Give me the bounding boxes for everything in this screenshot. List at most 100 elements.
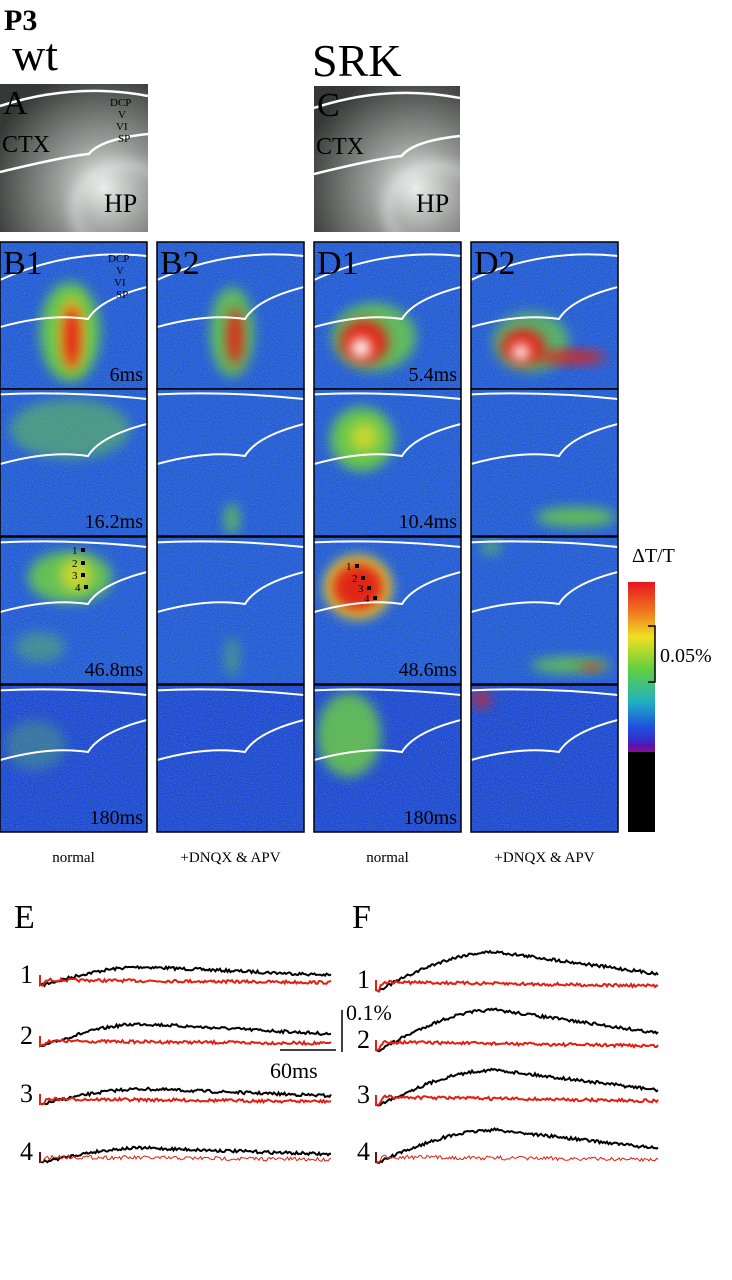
- hp-glow: [71, 162, 148, 232]
- label: 6ms: [110, 364, 144, 386]
- activity: [10, 399, 130, 459]
- boundary: [0, 719, 147, 761]
- panel-border: [0, 684, 148, 833]
- image-noise: [471, 685, 618, 832]
- colorbar: [628, 582, 655, 832]
- label: V: [118, 109, 126, 121]
- image-noise: [157, 685, 304, 832]
- label: DCP: [110, 97, 131, 109]
- label: E: [14, 899, 35, 936]
- label: SP: [116, 289, 128, 301]
- trace: [39, 1036, 332, 1048]
- image-panel: [471, 537, 618, 684]
- boundary: [0, 392, 147, 400]
- label: 1: [20, 960, 33, 989]
- hp-glow: [384, 163, 460, 232]
- panel-border: [470, 536, 619, 685]
- boundary: [471, 286, 618, 328]
- trace: [39, 1086, 332, 1106]
- boundary: [0, 571, 147, 613]
- boundary: [314, 286, 461, 328]
- label: 3: [357, 1080, 370, 1109]
- trace: [375, 1007, 659, 1053]
- label: 1: [72, 545, 78, 557]
- boundary: [314, 540, 461, 548]
- label: 2: [72, 558, 78, 570]
- image-panel: [314, 389, 461, 536]
- label: 4: [357, 1137, 370, 1166]
- label: V: [116, 265, 124, 277]
- label: 3: [72, 570, 78, 582]
- activity: [512, 344, 530, 360]
- activity: [60, 559, 92, 591]
- roi-marker: [81, 573, 85, 577]
- label: 180ms: [404, 807, 458, 829]
- boundary: [0, 423, 147, 465]
- label: HP: [104, 189, 137, 218]
- image-panel: [157, 242, 304, 389]
- trace: [375, 1067, 659, 1107]
- label: CTX: [2, 132, 50, 158]
- label: 0.05%: [660, 645, 712, 667]
- label: DCP: [108, 253, 129, 265]
- trace: [39, 1152, 331, 1163]
- label: ΔT/T: [632, 545, 675, 567]
- label: 5.4ms: [409, 364, 458, 386]
- activity: [536, 507, 616, 527]
- label: B2: [160, 245, 200, 282]
- label: 2: [357, 1025, 370, 1054]
- image-panel: [157, 685, 304, 832]
- boundary: [314, 392, 461, 400]
- panel-border: [156, 388, 305, 537]
- activity: [15, 632, 65, 662]
- label: 10.4ms: [399, 511, 458, 533]
- image-panel: [314, 242, 461, 389]
- trace: [39, 1145, 332, 1164]
- image-panel: [314, 537, 461, 684]
- image-panel: [0, 685, 147, 832]
- activity: [579, 663, 603, 671]
- boundary: [314, 91, 460, 110]
- trace: [39, 1094, 332, 1106]
- boundary: [157, 719, 304, 761]
- panel-border: [156, 684, 305, 833]
- image-panel: [157, 389, 304, 536]
- boundary: [0, 688, 147, 696]
- label: 2: [352, 573, 358, 585]
- anatomy-panel: [0, 84, 148, 232]
- trace: [375, 1094, 659, 1107]
- trace: [375, 979, 659, 993]
- panel-border: [313, 536, 462, 685]
- label: 4: [20, 1137, 33, 1166]
- trace: [375, 1152, 659, 1164]
- roi-marker: [361, 576, 365, 580]
- boundary: [157, 392, 304, 400]
- label: normal: [366, 850, 409, 866]
- image-panel: [0, 537, 147, 684]
- boundary: [471, 540, 618, 548]
- anatomy-panel: [314, 86, 460, 232]
- image-panel: [471, 685, 618, 832]
- label: A: [3, 85, 28, 122]
- activity: [317, 693, 381, 777]
- label: +DNQX & APV: [494, 850, 594, 866]
- group-label: wt: [12, 29, 58, 80]
- boundary: [314, 719, 461, 761]
- age-label: P3: [4, 4, 37, 37]
- activity: [350, 423, 378, 451]
- trace: [39, 1022, 332, 1048]
- roi-marker: [355, 564, 359, 568]
- label: 48.6ms: [399, 659, 458, 681]
- activity: [224, 503, 240, 535]
- boundary: [471, 688, 618, 696]
- trace: [375, 949, 659, 993]
- label: 2: [20, 1021, 33, 1050]
- image-panel: [314, 685, 461, 832]
- label: normal: [52, 850, 95, 866]
- activity: [5, 720, 65, 770]
- panel-border: [0, 536, 148, 685]
- label: 60ms: [270, 1058, 318, 1083]
- boundary: [471, 253, 618, 281]
- boundary: [0, 286, 147, 328]
